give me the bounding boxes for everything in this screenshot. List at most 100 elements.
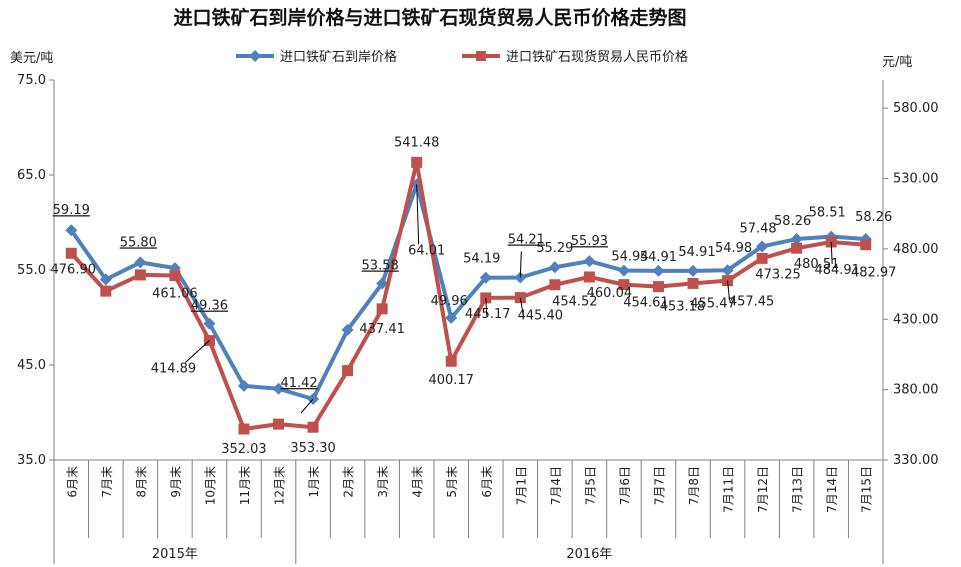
data-label-cif-usd: 54.98 [715,241,752,256]
data-point [549,279,561,291]
label-leader-line [185,340,210,363]
data-point [65,224,78,237]
data-point [376,303,388,315]
data-label-spot-rmb: 453.18 [660,300,706,315]
x-tick-label: 7月13日 [791,466,805,513]
data-label-spot-rmb: 461.06 [152,287,198,302]
x-tick-label: 7月5日 [583,466,597,505]
x-tick-label: 7月末 [100,466,114,498]
data-point [341,323,354,336]
data-point [237,379,250,392]
x-tick-label: 7月1日 [514,466,528,505]
y-right-tick-label: 380.00 [893,383,939,398]
data-label-spot-rmb: 457.45 [729,295,775,310]
data-label-cif-usd: 54.91 [678,245,715,260]
x-tick-label: 4月末 [411,466,425,498]
legend-marker [476,51,486,61]
data-point [860,239,872,251]
data-label-cif-usd: 49.36 [191,299,228,314]
data-label-cif-usd: 49.96 [431,294,468,309]
data-label-spot-rmb: 482.97 [851,266,897,281]
data-label-cif-usd: 58.26 [855,210,892,225]
data-point [687,277,699,289]
data-label-spot-rmb: 455.47 [690,296,736,311]
x-tick-label: 7月6日 [618,466,632,505]
x-tick-label: 1月末 [307,466,321,498]
x-tick-label: 5月末 [445,466,459,498]
data-point [169,270,181,282]
data-point [238,423,250,435]
legend-marker [249,50,261,62]
x-tick-label: 9月末 [169,466,183,498]
y-left-tick-label: 45.0 [17,358,46,373]
data-point [307,421,319,433]
y-left-tick-label: 35.0 [17,453,46,468]
data-label-cif-usd: 54.19 [463,252,500,267]
x-tick-label: 6月末 [480,466,494,498]
data-label-cif-usd: 57.48 [739,221,776,236]
x-tick-label: 7月8日 [687,466,701,505]
data-point [652,264,665,277]
axes: 35.0 45.0 55.0 65.0 75.0 330.00 380.00 430.00 48… [17,73,939,564]
data-label-spot-rmb: 445.17 [465,307,511,322]
data-label-cif-usd: 54.21 [508,233,545,248]
data-point [617,264,630,277]
label-leader-line [300,398,314,414]
data-label-cif-usd: 55.29 [536,241,573,256]
year-group-label: 2015年 [152,547,198,562]
x-tick-label: 12月末 [273,466,287,505]
data-point [687,264,700,277]
data-point [721,264,734,277]
x-tick-label: 7月12日 [756,466,770,513]
data-label-cif-usd: 64.01 [408,243,445,258]
data-point [342,365,354,377]
data-point [203,317,216,330]
y-right-unit-label: 元/吨 [882,55,912,70]
data-label-cif-usd: 54.94 [611,250,648,265]
legend-label: 进口铁矿石现货贸易人民币价格 [506,49,688,65]
x-tick-label: 7月15日 [860,466,874,513]
x-tick-label: 7月4日 [549,466,563,505]
legend: 进口铁矿石到岸价格 进口铁矿石现货贸易人民币价格 [236,49,688,65]
data-label-spot-rmb: 445.40 [518,309,564,324]
x-tick-label: 11月末 [238,466,252,505]
data-label-spot-rmb: 484.91 [814,263,860,278]
y-left-tick-label: 55.0 [17,263,46,278]
data-point [583,255,596,268]
data-label-cif-usd: 55.93 [571,234,608,249]
label-leader-line [830,241,833,265]
y-right-tick-label: 530.00 [893,172,939,187]
data-label-cif-usd: 58.51 [809,206,846,221]
x-tick-label: 7月11日 [722,466,736,513]
data-label-spot-rmb: 353.30 [290,441,336,456]
chart-title: 进口铁矿石到岸价格与进口铁矿石现货贸易人民币价格走势图 [173,6,686,29]
data-label-spot-rmb: 480.51 [794,257,840,272]
data-point [445,311,458,324]
data-label-spot-rmb: 460.04 [587,286,633,301]
data-point [272,382,285,395]
label-leader-line [416,184,420,245]
y-right-tick-label: 480.00 [893,242,939,257]
data-point [652,281,664,293]
data-point [548,261,561,274]
data-point [376,277,389,290]
year-group-label: 2016年 [566,547,612,562]
data-point [790,233,803,246]
data-label-spot-rmb: 352.03 [221,442,267,457]
data-point [273,418,285,430]
data-point [618,279,630,291]
data-point [791,242,803,254]
legend-label: 进口铁矿石到岸价格 [280,49,397,65]
data-label-cif-usd: 54.91 [640,250,677,265]
data-point [99,273,112,286]
data-point [756,252,768,264]
label-leader-line [485,297,488,316]
data-point [756,240,769,253]
y-right-tick-label: 330.00 [893,453,939,468]
x-tick-label: 10月末 [203,466,217,505]
data-point [100,285,112,297]
x-tick-label: 7月7日 [652,466,666,505]
x-tick-label: 2月末 [342,466,356,498]
series-line-cif-usd [69,182,866,402]
